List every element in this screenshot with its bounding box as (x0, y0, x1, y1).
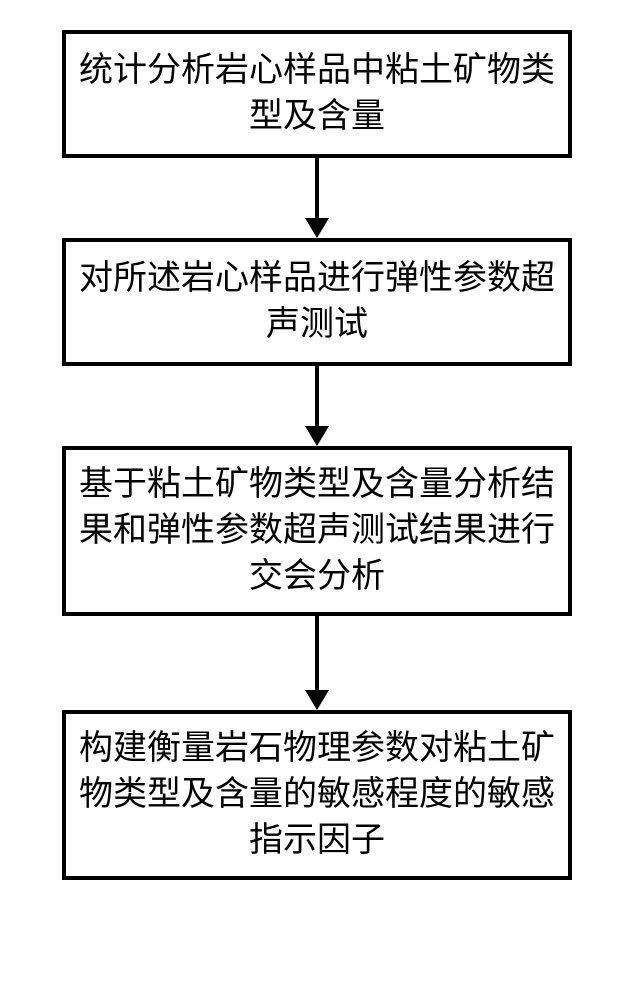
flow-node-n4: 构建衡量岩石物理参数对粘土矿物类型及含量的敏感程度的敏感指示因子 (62, 710, 572, 880)
flow-node-text: 统计分析岩心样品中粘土矿物类型及含量 (78, 48, 556, 140)
flow-node-n2: 对所述岩心样品进行弹性参数超声测试 (62, 238, 572, 366)
flowchart-container: 统计分析岩心样品中粘土矿物类型及含量对所述岩心样品进行弹性参数超声测试基于粘土矿… (50, 30, 584, 880)
flow-node-text: 构建衡量岩石物理参数对粘土矿物类型及含量的敏感程度的敏感指示因子 (78, 726, 556, 864)
flow-node-n1: 统计分析岩心样品中粘土矿物类型及含量 (62, 30, 572, 158)
flow-arrow (305, 616, 329, 710)
arrow-head-icon (305, 218, 329, 238)
flow-node-text: 基于粘土矿物类型及含量分析结果和弹性参数超声测试结果进行交会分析 (78, 462, 556, 600)
arrow-shaft (315, 616, 319, 690)
flow-node-n3: 基于粘土矿物类型及含量分析结果和弹性参数超声测试结果进行交会分析 (62, 446, 572, 616)
flow-arrow (305, 158, 329, 238)
arrow-head-icon (305, 426, 329, 446)
arrow-head-icon (305, 690, 329, 710)
flow-node-text: 对所述岩心样品进行弹性参数超声测试 (78, 256, 556, 348)
arrow-shaft (315, 366, 319, 426)
arrow-shaft (315, 158, 319, 218)
flow-arrow (305, 366, 329, 446)
